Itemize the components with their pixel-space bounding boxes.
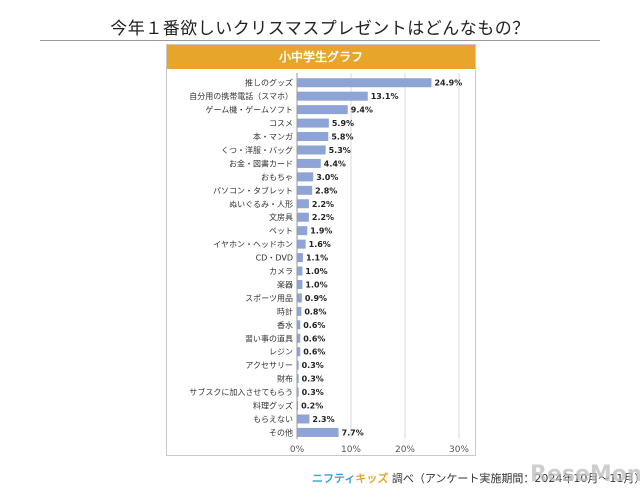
category-label: 自分用の携帯電話（スマホ）	[189, 91, 293, 101]
bar	[297, 78, 432, 88]
bar	[297, 414, 310, 424]
value-label: 2.2%	[312, 213, 334, 222]
value-label: 4.4%	[324, 159, 346, 168]
x-tick-label: 10%	[341, 445, 361, 455]
value-label: 5.8%	[331, 133, 353, 142]
value-label: 7.7%	[342, 428, 364, 437]
category-label: レジン	[269, 348, 293, 357]
category-label: その他	[269, 427, 293, 437]
category-label: イヤホン・ヘッドホン	[213, 240, 293, 249]
value-label: 24.9%	[434, 79, 462, 88]
value-label: 0.2%	[301, 402, 323, 411]
value-label: 2.8%	[315, 186, 337, 195]
category-label: 推しのグッズ	[245, 78, 293, 88]
bar	[297, 118, 329, 128]
value-label: 0.9%	[305, 294, 327, 303]
category-label: ぬいぐるみ・人形	[229, 200, 293, 209]
bar	[297, 374, 299, 384]
category-label: スポーツ用品	[245, 294, 293, 303]
chart-panel: 小中学生グラフ 0% 10% 20% 30% 推しのグッズ 24.9% 自分用の携帯電話（ス…	[166, 44, 476, 456]
bar	[297, 199, 309, 209]
category-label: 料理グッズ	[253, 401, 293, 411]
value-label: 0.6%	[303, 348, 325, 357]
bar	[297, 320, 301, 330]
category-label: 楽器	[277, 279, 293, 289]
value-label: 0.6%	[303, 334, 325, 343]
bar	[297, 347, 301, 357]
category-label: ペット	[269, 227, 293, 236]
category-label: 本・マンガ	[253, 132, 293, 142]
chart-panel-header: 小中学生グラフ	[167, 45, 475, 69]
bar	[297, 91, 368, 101]
value-label: 1.0%	[305, 280, 327, 289]
value-label: 2.2%	[312, 200, 334, 209]
bar	[297, 333, 301, 343]
category-label: 文房具	[269, 212, 293, 222]
category-label: お金・図書カード	[229, 158, 293, 168]
category-label: 香水	[277, 320, 293, 330]
value-label: 9.4%	[351, 106, 373, 115]
x-tick-label: 0%	[290, 445, 305, 455]
value-label: 0.3%	[302, 375, 324, 384]
category-label: カメラ	[269, 267, 293, 276]
category-label: アクセサリー	[245, 361, 293, 370]
bar	[297, 145, 326, 155]
bar	[297, 105, 348, 115]
bar	[297, 253, 303, 263]
value-label: 1.1%	[306, 254, 328, 263]
bar	[297, 132, 329, 142]
x-tick-label: 30%	[449, 445, 469, 455]
bar	[297, 427, 339, 437]
category-label: おもちゃ	[261, 173, 293, 182]
value-label: 3.0%	[316, 173, 338, 182]
category-label: もらえない	[253, 415, 293, 424]
value-label: 1.0%	[305, 267, 327, 276]
value-label: 0.3%	[302, 388, 324, 397]
source-note: 調べ（アンケート実施期間：2024年10月～11月）	[391, 472, 640, 485]
value-label: 0.6%	[303, 321, 325, 330]
category-label: くつ・洋服・バッグ	[221, 145, 293, 155]
category-label: ゲーム機・ゲームソフト	[205, 105, 293, 115]
category-label: CD・DVD	[256, 254, 293, 263]
x-tick-label: 20%	[395, 445, 415, 455]
bar	[297, 226, 308, 236]
value-label: 5.9%	[332, 119, 354, 128]
bar	[297, 279, 303, 289]
value-label: 2.3%	[312, 415, 334, 424]
bar	[297, 212, 309, 222]
bar-chart: 0% 10% 20% 30% 推しのグッズ 24.9% 自分用の携帯電話（スマホ） 13.1%…	[189, 73, 469, 455]
bar	[297, 266, 303, 276]
brand-name-part2: キッズ	[355, 472, 389, 485]
bar	[297, 306, 302, 316]
title-divider	[40, 40, 600, 41]
value-label: 0.3%	[302, 361, 324, 370]
bar	[297, 172, 314, 182]
value-label: 1.9%	[310, 227, 332, 236]
bar	[297, 158, 321, 168]
value-label: 0.8%	[304, 307, 326, 316]
value-label: 5.3%	[329, 146, 351, 155]
bar	[297, 401, 299, 411]
bar	[297, 360, 299, 370]
page-title: 今年１番欲しいクリスマスプレゼントはどんなもの？	[110, 19, 530, 39]
value-label: 1.6%	[309, 240, 331, 249]
bar	[297, 185, 313, 195]
category-label: 習い事の道具	[245, 333, 293, 343]
bar	[297, 387, 299, 397]
watermark-logo: ReseMom	[530, 462, 640, 487]
source-footer: ニフティキッズ 調べ（アンケート実施期間：2024年10月～11月）	[312, 470, 640, 486]
category-label: サブスクに加入させてもらう	[189, 387, 293, 397]
value-label: 13.1%	[371, 92, 399, 101]
bar	[297, 293, 302, 303]
category-label: 財布	[277, 374, 293, 384]
brand-name-part1: ニフティ	[312, 472, 356, 485]
category-label: コスメ	[269, 119, 293, 128]
category-label: 時計	[277, 306, 293, 316]
category-label: パソコン・タブレット	[213, 185, 293, 195]
bar	[297, 239, 306, 249]
